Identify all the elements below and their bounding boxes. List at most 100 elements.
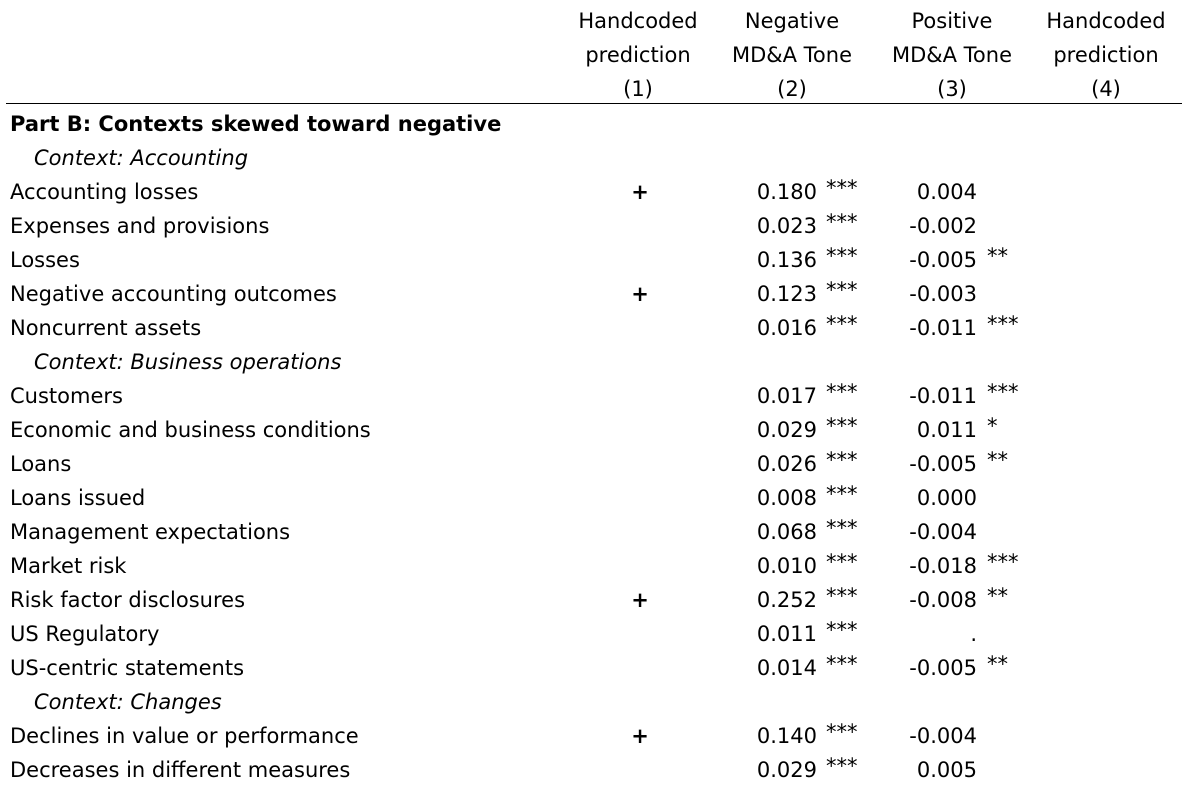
- row-label: Economic and business conditions: [10, 418, 371, 442]
- negative-tone-coefficient: 0.010: [756, 554, 817, 578]
- table-row: US Regulatory 0.011 ***.: [0, 617, 1188, 651]
- row-label: Decreases in different measures: [10, 758, 351, 782]
- column-header-line2: prediction: [1053, 43, 1159, 67]
- table-row: US-centric statements 0.014 *** -0.005 **: [0, 651, 1188, 685]
- positive-tone-coefficient: -0.004: [909, 724, 977, 748]
- column-header-line1: Negative: [744, 9, 840, 33]
- negative-tone-significance: ***: [826, 482, 858, 506]
- row-label: Noncurrent assets: [10, 316, 202, 340]
- handcoded-prediction-cell: +: [631, 180, 649, 204]
- row-label: Management expectations: [10, 520, 291, 544]
- positive-tone-coefficient: -0.018: [909, 554, 977, 578]
- negative-tone-coefficient: 0.008: [756, 486, 817, 510]
- positive-tone-coefficient: 0.000: [916, 486, 977, 510]
- positive-tone-coefficient: -0.005: [909, 248, 977, 272]
- row-label: US-centric statements: [10, 656, 245, 680]
- column-header-number: (1): [623, 77, 653, 101]
- negative-tone-coefficient: 0.029: [756, 418, 817, 442]
- column-header-line2: MD&A Tone: [891, 43, 1013, 67]
- context-title: Context: Accounting: [34, 146, 249, 170]
- positive-tone-significance: ***: [987, 312, 1019, 336]
- row-label: Loans: [10, 452, 72, 476]
- column-header-1: Handcoded prediction (1): [563, 4, 713, 106]
- handcoded-prediction-cell: +: [631, 724, 649, 748]
- negative-tone-coefficient: 0.180: [756, 180, 817, 204]
- column-header-line2: MD&A Tone: [731, 43, 853, 67]
- negative-tone-coefficient: 0.068: [756, 520, 817, 544]
- negative-tone-significance: ***: [826, 754, 858, 778]
- negative-tone-significance: ***: [826, 176, 858, 200]
- column-header-line1: Positive: [911, 9, 993, 33]
- row-label: Negative accounting outcomes: [10, 282, 337, 306]
- column-header-number: (4): [1091, 77, 1121, 101]
- row-label: Losses: [10, 248, 80, 272]
- table-row: Losses 0.136 *** -0.005 **: [0, 243, 1188, 277]
- positive-tone-coefficient: -0.011: [909, 384, 977, 408]
- table-row: Economic and business conditions 0.029 ***…: [0, 413, 1188, 447]
- column-header-3: Positive MD&A Tone (3): [877, 4, 1027, 106]
- positive-tone-coefficient: 0.011: [916, 418, 977, 442]
- row-label: Risk factor disclosures: [10, 588, 246, 612]
- column-header-line1: Handcoded: [578, 9, 698, 33]
- row-label: Accounting losses: [10, 180, 199, 204]
- negative-tone-significance: ***: [826, 210, 858, 234]
- positive-tone-coefficient: -0.004: [909, 520, 977, 544]
- context-title: Context: Business operations: [34, 350, 342, 374]
- table-row: Management expectations 0.068 *** -0.004: [0, 515, 1188, 549]
- row-label: Market risk: [10, 554, 127, 578]
- negative-tone-significance: ***: [826, 414, 858, 438]
- section-title: Part B: Contexts skewed toward negative: [10, 112, 502, 136]
- table-row: Expenses and provisions 0.023 *** -0.002: [0, 209, 1188, 243]
- negative-tone-significance: ***: [826, 550, 858, 574]
- handcoded-prediction-cell: +: [631, 282, 649, 306]
- table-row: Loans 0.026 *** -0.005 **: [0, 447, 1188, 481]
- table-row: Risk factor disclosures +0.252 *** -0.008 **: [0, 583, 1188, 617]
- negative-tone-significance: ***: [826, 516, 858, 540]
- negative-tone-significance: ***: [826, 618, 858, 642]
- negative-tone-coefficient: 0.140: [756, 724, 817, 748]
- positive-tone-significance: **: [987, 448, 1008, 472]
- positive-tone-significance: *: [987, 414, 998, 438]
- negative-tone-coefficient: 0.014: [756, 656, 817, 680]
- context-heading-row: Context: Changes: [0, 685, 1188, 719]
- column-header-2: Negative MD&A Tone (2): [717, 4, 867, 106]
- row-label: Declines in value or performance: [10, 724, 359, 748]
- negative-tone-significance: ***: [826, 312, 858, 336]
- negative-tone-significance: ***: [826, 244, 858, 268]
- table-row: Negative accounting outcomes +0.123 *** -0.…: [0, 277, 1188, 311]
- positive-tone-coefficient: -0.008: [909, 588, 977, 612]
- negative-tone-coefficient: 0.029: [756, 758, 817, 782]
- table-row: Customers 0.017 *** -0.011 ***: [0, 379, 1188, 413]
- table-row: Loans issued 0.008 *** 0.000: [0, 481, 1188, 515]
- column-header-line2: prediction: [585, 43, 691, 67]
- positive-tone-significance: ***: [987, 550, 1019, 574]
- positive-tone-significance: **: [987, 244, 1008, 268]
- row-label: Expenses and provisions: [10, 214, 270, 238]
- row-label: Customers: [10, 384, 123, 408]
- context-heading-row: Context: Business operations: [0, 345, 1188, 379]
- negative-tone-significance: ***: [826, 278, 858, 302]
- row-label: US Regulatory: [10, 622, 160, 646]
- positive-tone-coefficient: 0.004: [916, 180, 977, 204]
- column-header-4: Handcoded prediction (4): [1031, 4, 1181, 106]
- table-row: Decreases in different measures 0.029 *** 0…: [0, 753, 1188, 787]
- negative-tone-significance: ***: [826, 448, 858, 472]
- positive-tone-significance: **: [987, 652, 1008, 676]
- negative-tone-coefficient: 0.023: [756, 214, 817, 238]
- table-row: Declines in value or performance +0.140 **…: [0, 719, 1188, 753]
- positive-tone-coefficient: -0.011: [909, 316, 977, 340]
- section-heading-row: Part B: Contexts skewed toward negative: [0, 107, 1188, 141]
- positive-tone-coefficient: -0.003: [909, 282, 977, 306]
- positive-tone-coefficient: 0.005: [916, 758, 977, 782]
- header-rule: [6, 103, 1182, 104]
- positive-tone-coefficient: -0.005: [909, 656, 977, 680]
- negative-tone-coefficient: 0.123: [756, 282, 817, 306]
- column-header-number: (2): [777, 77, 807, 101]
- negative-tone-coefficient: 0.252: [756, 588, 817, 612]
- context-title: Context: Changes: [34, 690, 222, 714]
- negative-tone-significance: ***: [826, 652, 858, 676]
- handcoded-prediction-cell: +: [631, 588, 649, 612]
- positive-tone-coefficient: .: [970, 622, 977, 646]
- positive-tone-coefficient: -0.002: [909, 214, 977, 238]
